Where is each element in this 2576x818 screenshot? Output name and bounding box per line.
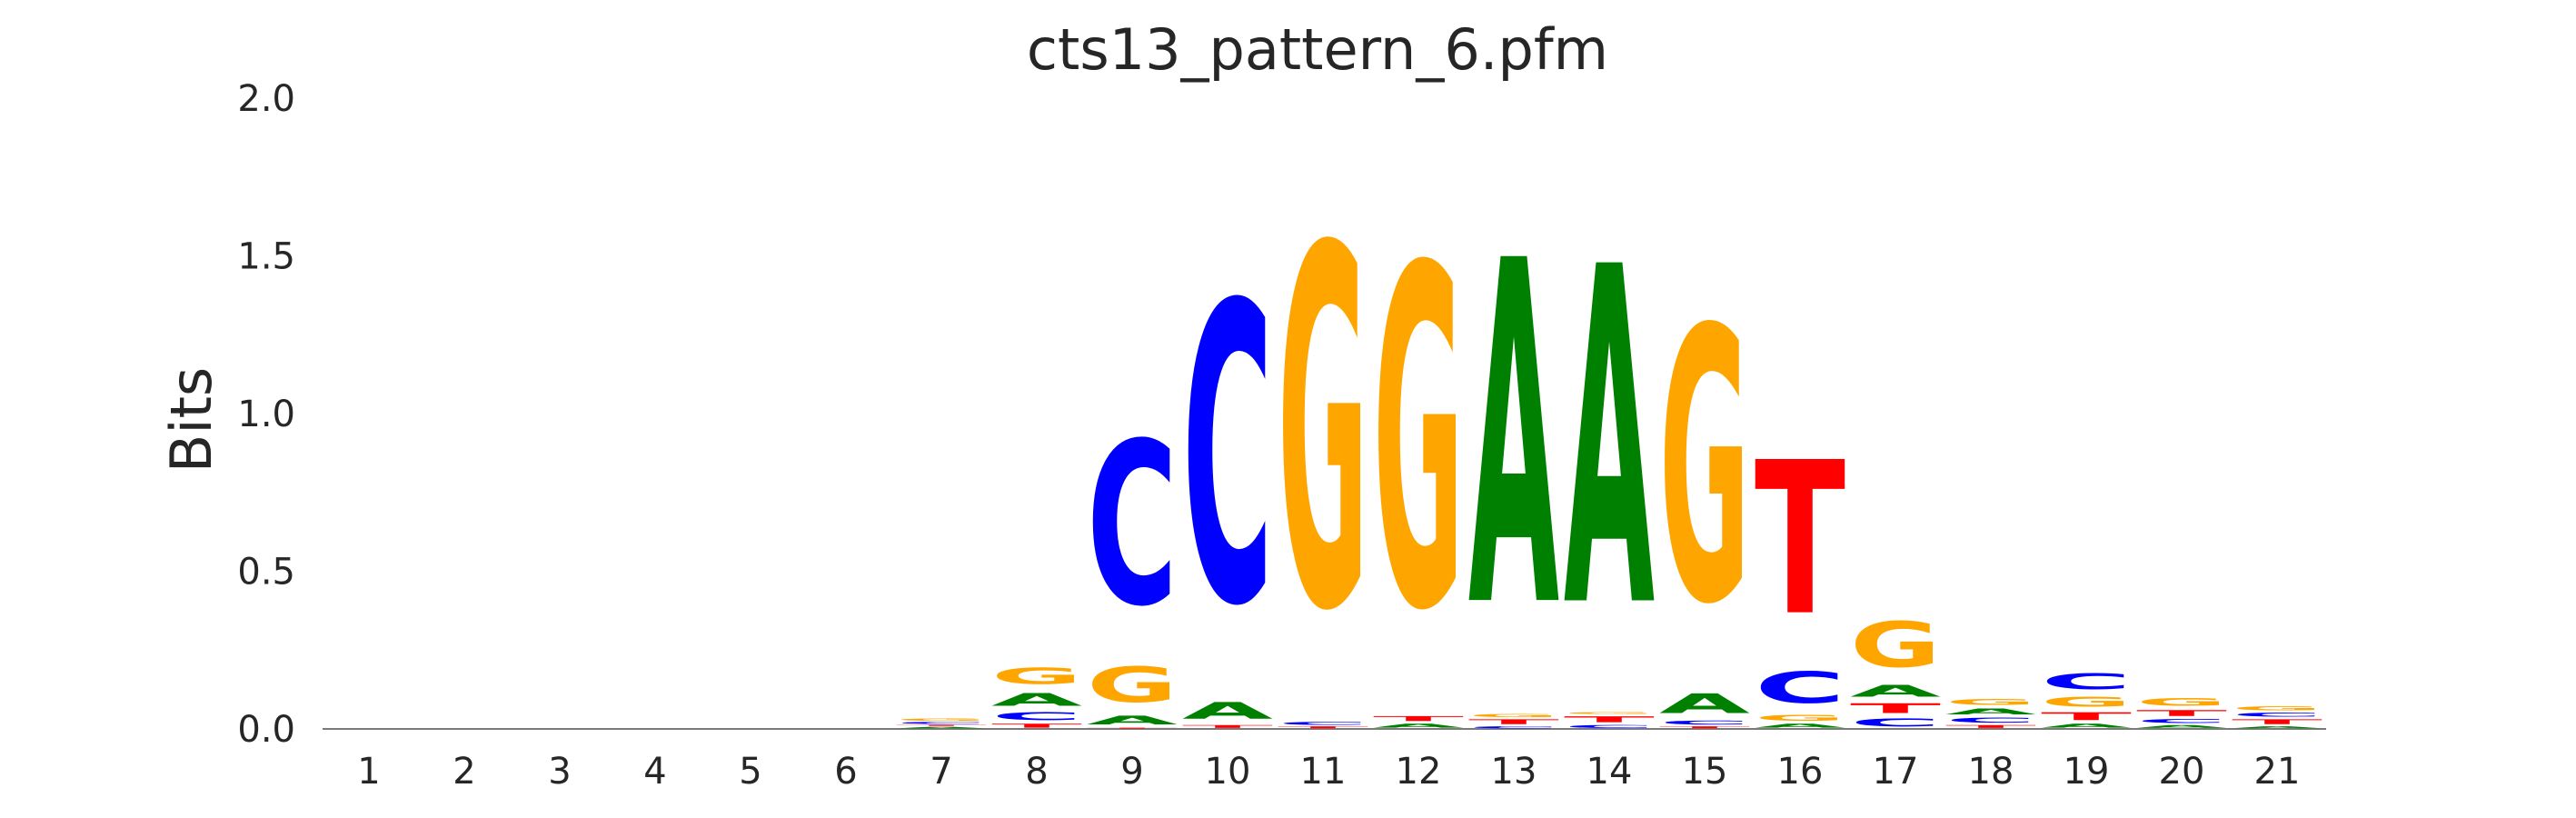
logo-letter-g: G bbox=[1087, 657, 1178, 713]
y-tick-label: 0.5 bbox=[237, 552, 295, 594]
x-tick-label: 12 bbox=[1396, 751, 1442, 793]
logo-letter-t: T bbox=[1945, 724, 2036, 729]
logo-letter-c: C bbox=[2041, 669, 2132, 694]
x-tick-label: 4 bbox=[643, 751, 666, 793]
logo-letter-c: C bbox=[1659, 720, 1750, 726]
x-tick-label: 18 bbox=[1968, 751, 2014, 793]
logo-letter-g: G bbox=[896, 718, 987, 722]
logo-letter-a: A bbox=[1087, 713, 1178, 728]
x-tick-label: 3 bbox=[548, 751, 571, 793]
logo-letter-t: T bbox=[1468, 718, 1559, 726]
logo-letter-c: C bbox=[1564, 724, 1655, 729]
logo-letter-a: A bbox=[1945, 707, 2036, 716]
x-tick-label: 1 bbox=[357, 751, 380, 793]
logo-letter-g: G bbox=[1278, 145, 1368, 719]
logo-letter-t: T bbox=[2136, 709, 2227, 718]
logo-letter-c: C bbox=[1850, 716, 1941, 729]
x-tick-label: 10 bbox=[1205, 751, 1251, 793]
logo-letter-t: T bbox=[1087, 727, 1178, 729]
logo-letter-g: G bbox=[1850, 610, 1941, 682]
x-tick-label: 7 bbox=[930, 751, 952, 793]
logo-letter-a: A bbox=[896, 726, 987, 729]
logo-letter-c: C bbox=[1087, 394, 1178, 655]
logo-letter-a: A bbox=[1468, 164, 1560, 713]
logo-letter-t: T bbox=[1755, 417, 1845, 663]
logo-letter-a: A bbox=[2136, 724, 2227, 729]
logo-letter-a: A bbox=[991, 690, 1083, 711]
chart-title: cts13_pattern_6.pfm bbox=[1027, 16, 1608, 83]
x-tick-label: 19 bbox=[2064, 751, 2110, 793]
logo-letter-a: A bbox=[1659, 688, 1751, 719]
logo-letter-g: G bbox=[1659, 250, 1750, 686]
logo-letter-g: G bbox=[1945, 697, 2036, 706]
x-tick-label: 13 bbox=[1491, 751, 1537, 793]
y-axis-label: Bits bbox=[158, 367, 224, 473]
logo-letter-c: C bbox=[991, 710, 1082, 723]
logo-letter-g: G bbox=[1564, 712, 1655, 714]
logo-letter-a: A bbox=[1850, 682, 1941, 701]
logo-letter-c: C bbox=[1182, 219, 1273, 696]
logo-letter-c: C bbox=[2136, 718, 2227, 724]
logo-letter-g: G bbox=[1373, 170, 1464, 713]
y-tick-label: 1.5 bbox=[237, 236, 295, 278]
logo-letter-t: T bbox=[1850, 701, 1941, 716]
x-tick-label: 17 bbox=[1873, 751, 1919, 793]
x-tick-label: 20 bbox=[2159, 751, 2205, 793]
logo-letter-stacks: ATCGTCAGTAGCTACTCGATGCTGACTGATCAGAGCTCTA… bbox=[896, 145, 2322, 729]
logo-letter-t: T bbox=[1373, 714, 1464, 723]
x-tick-label: 5 bbox=[739, 751, 761, 793]
x-tick-label: 8 bbox=[1025, 751, 1048, 793]
logo-letter-a: A bbox=[2041, 723, 2132, 729]
logo-letter-t: T bbox=[2041, 710, 2132, 723]
y-axis-ticks: 0.0 0.5 1.0 1.5 2.0 bbox=[237, 78, 295, 751]
logo-letter-a: A bbox=[2232, 726, 2322, 729]
logo-letter-c: C bbox=[1278, 721, 1368, 725]
logo-letter-g: G bbox=[991, 663, 1082, 690]
logo-letter-c: C bbox=[1755, 663, 1845, 713]
logo-letter-t: T bbox=[2232, 718, 2322, 726]
logo-letter-a: A bbox=[1373, 723, 1464, 729]
logo-letter-t: T bbox=[1659, 726, 1750, 729]
logo-letter-g: G bbox=[2041, 694, 2132, 710]
logo-letter-t: T bbox=[991, 723, 1082, 729]
x-tick-label: 2 bbox=[453, 751, 475, 793]
logo-letter-c: C bbox=[2232, 712, 2322, 718]
logo-letter-a: A bbox=[1182, 697, 1273, 723]
logo-letter-t: T bbox=[1278, 726, 1368, 729]
logo-letter-c: C bbox=[1468, 726, 1559, 729]
logo-letter-a: A bbox=[1755, 723, 1845, 729]
logo-letter-t: T bbox=[896, 724, 987, 726]
logo-letter-c: C bbox=[1945, 716, 2036, 724]
logo-letter-c: C bbox=[896, 722, 987, 724]
x-tick-label: 15 bbox=[1682, 751, 1728, 793]
logo-letter-t: T bbox=[1182, 724, 1273, 729]
x-tick-label: 16 bbox=[1777, 751, 1824, 793]
logo-letter-g: G bbox=[1755, 713, 1845, 723]
logo-letter-g: G bbox=[1468, 713, 1559, 718]
logo-letter-g: G bbox=[2136, 696, 2227, 709]
x-tick-label: 21 bbox=[2254, 751, 2301, 793]
x-tick-label: 11 bbox=[1300, 751, 1347, 793]
y-tick-label: 2.0 bbox=[237, 78, 295, 120]
x-tick-label: 14 bbox=[1586, 751, 1633, 793]
logo-letter-g: G bbox=[2232, 705, 2322, 712]
x-tick-label: 6 bbox=[834, 751, 857, 793]
y-tick-label: 1.0 bbox=[237, 394, 295, 435]
y-tick-label: 0.0 bbox=[237, 709, 295, 751]
logo-letter-a: A bbox=[1564, 171, 1656, 711]
logo-letter-t: T bbox=[1564, 715, 1655, 724]
x-tick-label: 9 bbox=[1120, 751, 1143, 793]
x-axis-ticks: 1 2 3 4 5 6 7 8 9 10 11 12 13 14 15 16 17 18 19 20 21 bbox=[357, 751, 2300, 793]
